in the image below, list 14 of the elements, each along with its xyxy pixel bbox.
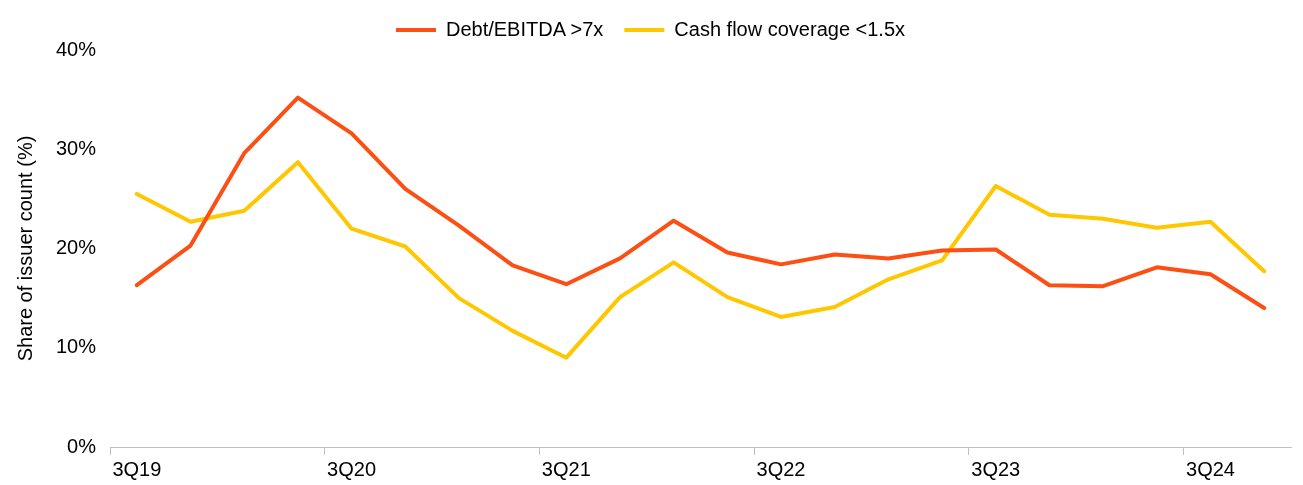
x-tick-label: 3Q22 (756, 457, 806, 480)
y-tick-label: 0% (67, 434, 97, 457)
y-tick-label: 10% (56, 335, 97, 358)
x-tick-label: 3Q21 (541, 457, 591, 480)
x-tick-label: 3Q19 (112, 457, 162, 480)
x-tick-label: 3Q24 (1186, 457, 1235, 480)
y-tick-label: 20% (56, 236, 97, 259)
y-axis-title: Share of issuer count (%) (13, 135, 36, 362)
legend-label: Cash flow coverage <1.5x (674, 17, 906, 40)
legend-label: Debt/EBITDA >7x (445, 17, 604, 40)
x-tick-label: 3Q23 (971, 457, 1021, 480)
y-tick-label: 40% (56, 37, 97, 60)
y-tick-label: 30% (56, 136, 97, 159)
x-tick-label: 3Q20 (327, 457, 377, 480)
